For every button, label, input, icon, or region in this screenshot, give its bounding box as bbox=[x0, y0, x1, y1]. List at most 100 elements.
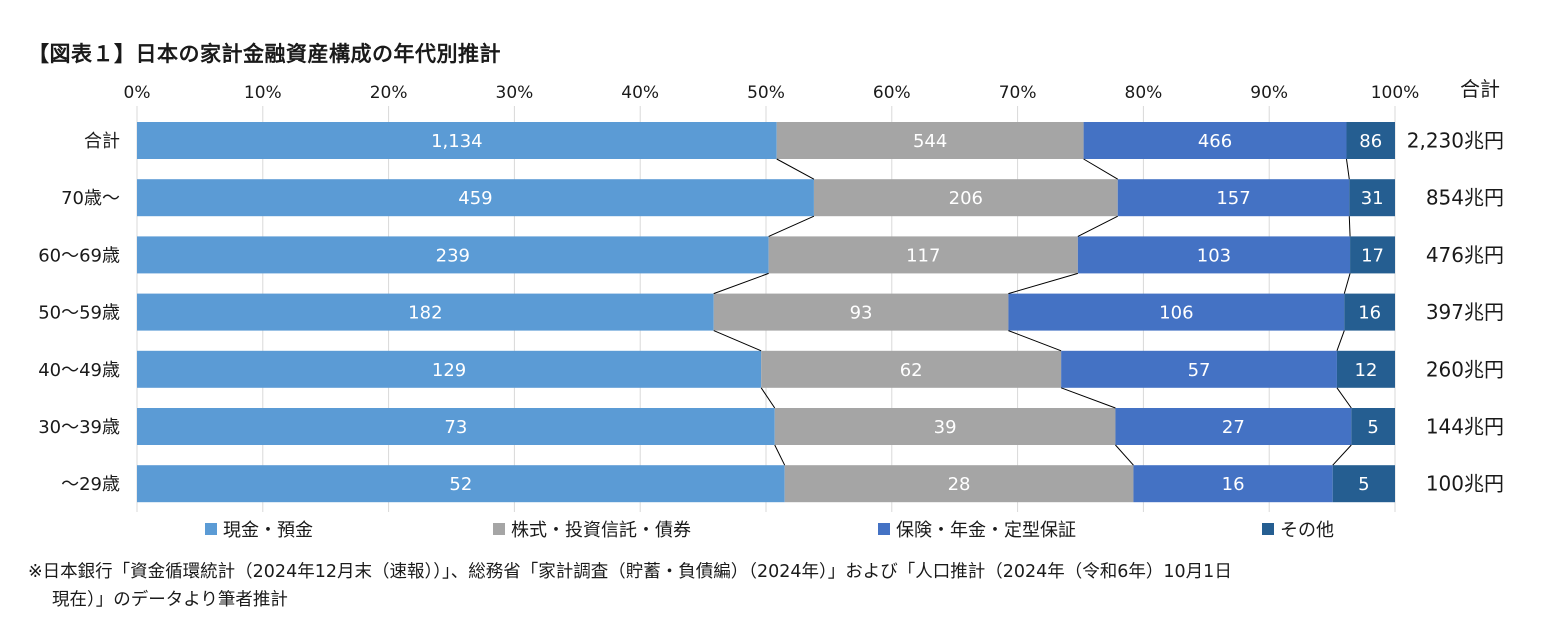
bar-segment bbox=[774, 408, 1116, 445]
data-label: 544 bbox=[913, 131, 947, 152]
legend-item: 現金・預金 bbox=[205, 516, 313, 542]
bar-segment bbox=[1061, 350, 1337, 388]
connector-line bbox=[1336, 330, 1345, 351]
category-label: 70歳～ bbox=[61, 188, 120, 209]
total-label: 476兆円 bbox=[1426, 243, 1504, 267]
data-label: 459 bbox=[458, 188, 492, 209]
data-label: 73 bbox=[444, 417, 467, 438]
legend-swatch bbox=[493, 523, 505, 535]
data-label: 1,134 bbox=[431, 131, 483, 152]
connector-line bbox=[713, 272, 769, 295]
source-note-line-1: ※日本銀行「資金循環統計（2024年12月末（速報））」、総務省「家計調査（貯蓄… bbox=[28, 562, 1232, 582]
bars bbox=[137, 122, 1395, 503]
connector-line bbox=[1336, 387, 1352, 409]
x-axis-tick-labels: 0% 10% 20% 30% 40% 50% 60% 70% 80% 90% 100% bbox=[124, 83, 1420, 103]
legend-swatch bbox=[205, 523, 217, 535]
bar-segment bbox=[137, 236, 769, 274]
data-label: 239 bbox=[436, 245, 470, 266]
category-label: 60～69歳 bbox=[38, 245, 120, 266]
x-tick-label: 50% bbox=[747, 83, 785, 103]
bar-segment bbox=[768, 236, 1078, 274]
legend-label: 株式・投資信託・債券 bbox=[511, 520, 691, 541]
total-label: 854兆円 bbox=[1426, 186, 1504, 210]
total-label: 100兆円 bbox=[1426, 472, 1504, 496]
x-tick-label: 30% bbox=[496, 83, 534, 103]
data-label: 117 bbox=[906, 245, 940, 266]
bar-segment bbox=[1344, 293, 1395, 331]
connector-line bbox=[774, 444, 786, 466]
data-label: 28 bbox=[948, 474, 971, 495]
total-label: 2,230兆円 bbox=[1407, 129, 1504, 153]
data-label: 17 bbox=[1361, 245, 1384, 266]
category-label: ～29歳 bbox=[61, 474, 120, 495]
data-label: 62 bbox=[900, 360, 923, 381]
connector-line bbox=[760, 387, 776, 409]
total-label: 144兆円 bbox=[1426, 415, 1504, 439]
data-label: 86 bbox=[1359, 131, 1382, 152]
category-label: 合計 bbox=[84, 131, 120, 152]
total-labels: 合計 2,230兆円 854兆円 476兆円 397兆円 260兆円 144兆円 100兆円 bbox=[1407, 77, 1504, 496]
connector-line bbox=[713, 330, 762, 352]
connector-line bbox=[768, 215, 815, 237]
data-label: 5 bbox=[1358, 474, 1369, 495]
bar-segment bbox=[1351, 408, 1395, 445]
category-label: 50～59歳 bbox=[38, 303, 120, 324]
data-label: 5 bbox=[1367, 417, 1378, 438]
source-note-line-2: 現在）」のデータより筆者推計 bbox=[52, 590, 288, 610]
data-label: 52 bbox=[449, 474, 472, 495]
data-label: 103 bbox=[1197, 245, 1231, 266]
connector-line bbox=[1008, 330, 1062, 352]
bar-segment bbox=[776, 122, 1084, 159]
bar-segment bbox=[813, 179, 1118, 217]
bar-segment bbox=[1083, 122, 1347, 159]
data-label: 93 bbox=[850, 303, 873, 324]
connector-line bbox=[1345, 158, 1350, 180]
legend-item: 保険・年金・定型保証 bbox=[878, 516, 1076, 542]
connector-lines bbox=[713, 158, 1352, 466]
data-label: 16 bbox=[1358, 303, 1381, 324]
x-tick-label: 20% bbox=[370, 83, 408, 103]
source-note: ※日本銀行「資金循環統計（2024年12月末（速報））」、総務省「家計調査（貯蓄… bbox=[28, 558, 1488, 614]
x-tick-label: 70% bbox=[999, 83, 1037, 103]
bar-segment bbox=[1349, 179, 1395, 217]
data-label: 57 bbox=[1188, 360, 1211, 381]
category-label: 30～39歳 bbox=[38, 417, 120, 438]
bar-segment bbox=[761, 350, 1062, 388]
legend-item: 株式・投資信託・債券 bbox=[493, 516, 691, 542]
x-tick-label: 100% bbox=[1371, 83, 1420, 103]
x-tick-label: 90% bbox=[1250, 83, 1288, 103]
bar-segment bbox=[713, 293, 1009, 331]
bar-segment bbox=[1350, 236, 1395, 274]
connector-line bbox=[1060, 387, 1116, 409]
x-tick-label: 60% bbox=[873, 83, 911, 103]
bar-segment bbox=[1346, 122, 1395, 159]
legend-label: 現金・預金 bbox=[223, 520, 313, 541]
data-label: 157 bbox=[1216, 188, 1250, 209]
total-label: 260兆円 bbox=[1426, 357, 1504, 381]
x-tick-label: 40% bbox=[621, 83, 659, 103]
data-label: 27 bbox=[1222, 417, 1245, 438]
category-label: 40～49歳 bbox=[38, 360, 120, 381]
connector-line bbox=[1343, 273, 1351, 294]
data-label: 129 bbox=[432, 360, 466, 381]
data-label: 106 bbox=[1159, 303, 1193, 324]
bar-segment bbox=[1133, 465, 1333, 503]
category-labels: 合計 70歳～ 60～69歳 50～59歳 40～49歳 30～39歳 ～29歳 bbox=[38, 131, 120, 495]
connector-line bbox=[1115, 444, 1134, 466]
connector-line bbox=[1332, 444, 1352, 466]
data-label: 12 bbox=[1355, 360, 1378, 381]
legend: 現金・預金 株式・投資信託・債券 保険・年金・定型保証 その他 bbox=[0, 516, 1542, 546]
connector-line bbox=[1348, 216, 1351, 237]
chart-title: 【図表１】日本の家計金融資産構成の年代別推計 bbox=[28, 42, 501, 66]
data-label: 182 bbox=[408, 303, 442, 324]
legend-swatch bbox=[1262, 523, 1274, 535]
bar-segment bbox=[1336, 350, 1395, 388]
data-label: 16 bbox=[1222, 474, 1245, 495]
legend-label: その他 bbox=[1280, 520, 1334, 541]
bar-segment bbox=[1077, 236, 1351, 274]
bar-segment bbox=[1008, 293, 1345, 331]
total-label: 397兆円 bbox=[1426, 300, 1504, 324]
bar-segment bbox=[1117, 179, 1350, 217]
